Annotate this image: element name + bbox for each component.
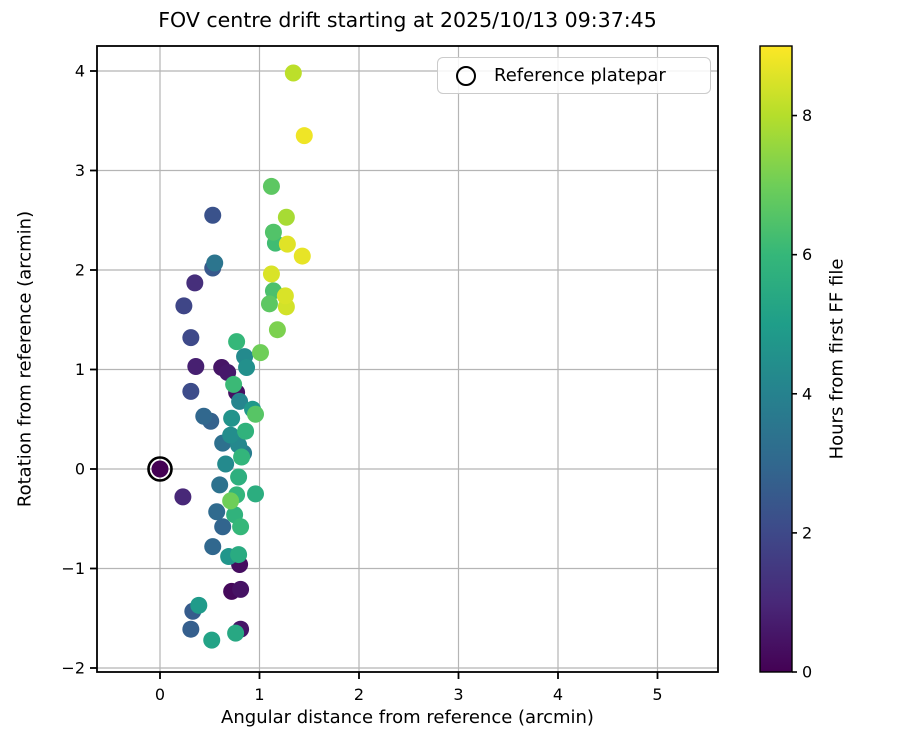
- scatter-point: [211, 476, 229, 494]
- scatter-point: [222, 492, 240, 510]
- scatter-point: [206, 254, 224, 272]
- scatter-point: [232, 518, 250, 536]
- scatter-point: [295, 127, 313, 145]
- scatter-point: [251, 344, 269, 362]
- scatter-point: [175, 297, 193, 315]
- colorbar-tick-label: 2: [802, 523, 812, 542]
- colorbar: 0 2 4 6 8: [759, 45, 812, 682]
- scatter-point: [230, 546, 248, 564]
- scatter-point: [182, 382, 200, 400]
- colorbar-tick-label: 8: [802, 106, 812, 125]
- y-axis: −2 −1 0 1 2 3 4: [61, 62, 97, 678]
- scatter-point: [204, 206, 222, 224]
- scatter-point: [190, 596, 208, 614]
- scatter-point: [284, 64, 302, 82]
- scatter-point: [204, 538, 222, 556]
- scatter-point: [182, 329, 200, 347]
- scatter-point: [262, 177, 280, 195]
- y-tick-label: 4: [75, 62, 85, 81]
- open-circle-icon: [456, 65, 476, 86]
- gridlines: [97, 46, 718, 672]
- scatter-point: [187, 358, 205, 376]
- colorbar-tick-label: 4: [802, 384, 812, 403]
- x-axis-label: Angular distance from reference (arcmin): [221, 707, 594, 728]
- colorbar-tick-label: 6: [802, 245, 812, 264]
- scatter-point: [260, 295, 278, 313]
- scatter-point: [174, 488, 192, 506]
- reference-platepar-marker: [147, 456, 173, 482]
- scatter-point: [230, 468, 248, 486]
- scatter-point: [195, 407, 213, 425]
- scatter-point: [232, 580, 250, 598]
- colorbar-border: [759, 45, 793, 673]
- scatter-point: [268, 321, 286, 339]
- scatter-point: [227, 624, 245, 642]
- scatter-point: [225, 375, 243, 393]
- x-tick-label: 2: [354, 685, 364, 704]
- scatter-point: [264, 223, 282, 241]
- scatter-point: [203, 631, 221, 649]
- scatter-point: [293, 247, 311, 265]
- scatter-point: [233, 448, 251, 466]
- y-tick-label: 2: [75, 261, 85, 280]
- y-tick-label: 1: [75, 360, 85, 379]
- x-tick-label: 1: [254, 685, 264, 704]
- x-tick-label: 5: [652, 685, 662, 704]
- scatter-point: [151, 460, 169, 478]
- scatter-point: [278, 235, 296, 253]
- scatter-point: [223, 409, 241, 427]
- plot-border: [96, 45, 719, 673]
- legend-label: Reference platepar: [494, 65, 666, 86]
- scatter-point: [262, 265, 280, 283]
- scatter-points: [151, 64, 313, 649]
- colorbar-label: Hours from first FF file: [826, 258, 848, 460]
- y-tick-label: −2: [61, 659, 85, 678]
- colorbar-tick-label: 0: [802, 663, 812, 682]
- scatter-point: [186, 274, 204, 292]
- y-tick-label: 0: [75, 460, 85, 479]
- chart-title: FOV centre drift starting at 2025/10/13 …: [158, 8, 657, 32]
- scatter-point: [182, 620, 200, 638]
- scatter-point: [276, 287, 294, 305]
- scatter-point: [208, 503, 226, 521]
- scatter-point: [247, 405, 265, 423]
- scatter-point: [277, 208, 295, 226]
- scatter-point: [217, 455, 235, 473]
- scatter-point: [214, 518, 232, 536]
- scatter-point: [237, 422, 255, 440]
- legend-box: Reference platepar: [437, 57, 711, 94]
- y-tick-label: 3: [75, 161, 85, 180]
- x-tick-label: 4: [553, 685, 563, 704]
- scatter-point: [238, 359, 256, 377]
- scatter-point: [247, 485, 265, 503]
- scatter-point: [228, 333, 246, 351]
- colorbar-gradient: [760, 46, 792, 672]
- x-tick-label: 0: [155, 685, 165, 704]
- x-axis: 0 1 2 3 4 5: [155, 672, 663, 704]
- y-tick-label: −1: [61, 559, 85, 578]
- y-axis-label: Rotation from reference (arcmin): [14, 210, 36, 508]
- x-tick-label: 3: [453, 685, 463, 704]
- scatter-point: [222, 426, 240, 444]
- scatter-point: [231, 392, 249, 410]
